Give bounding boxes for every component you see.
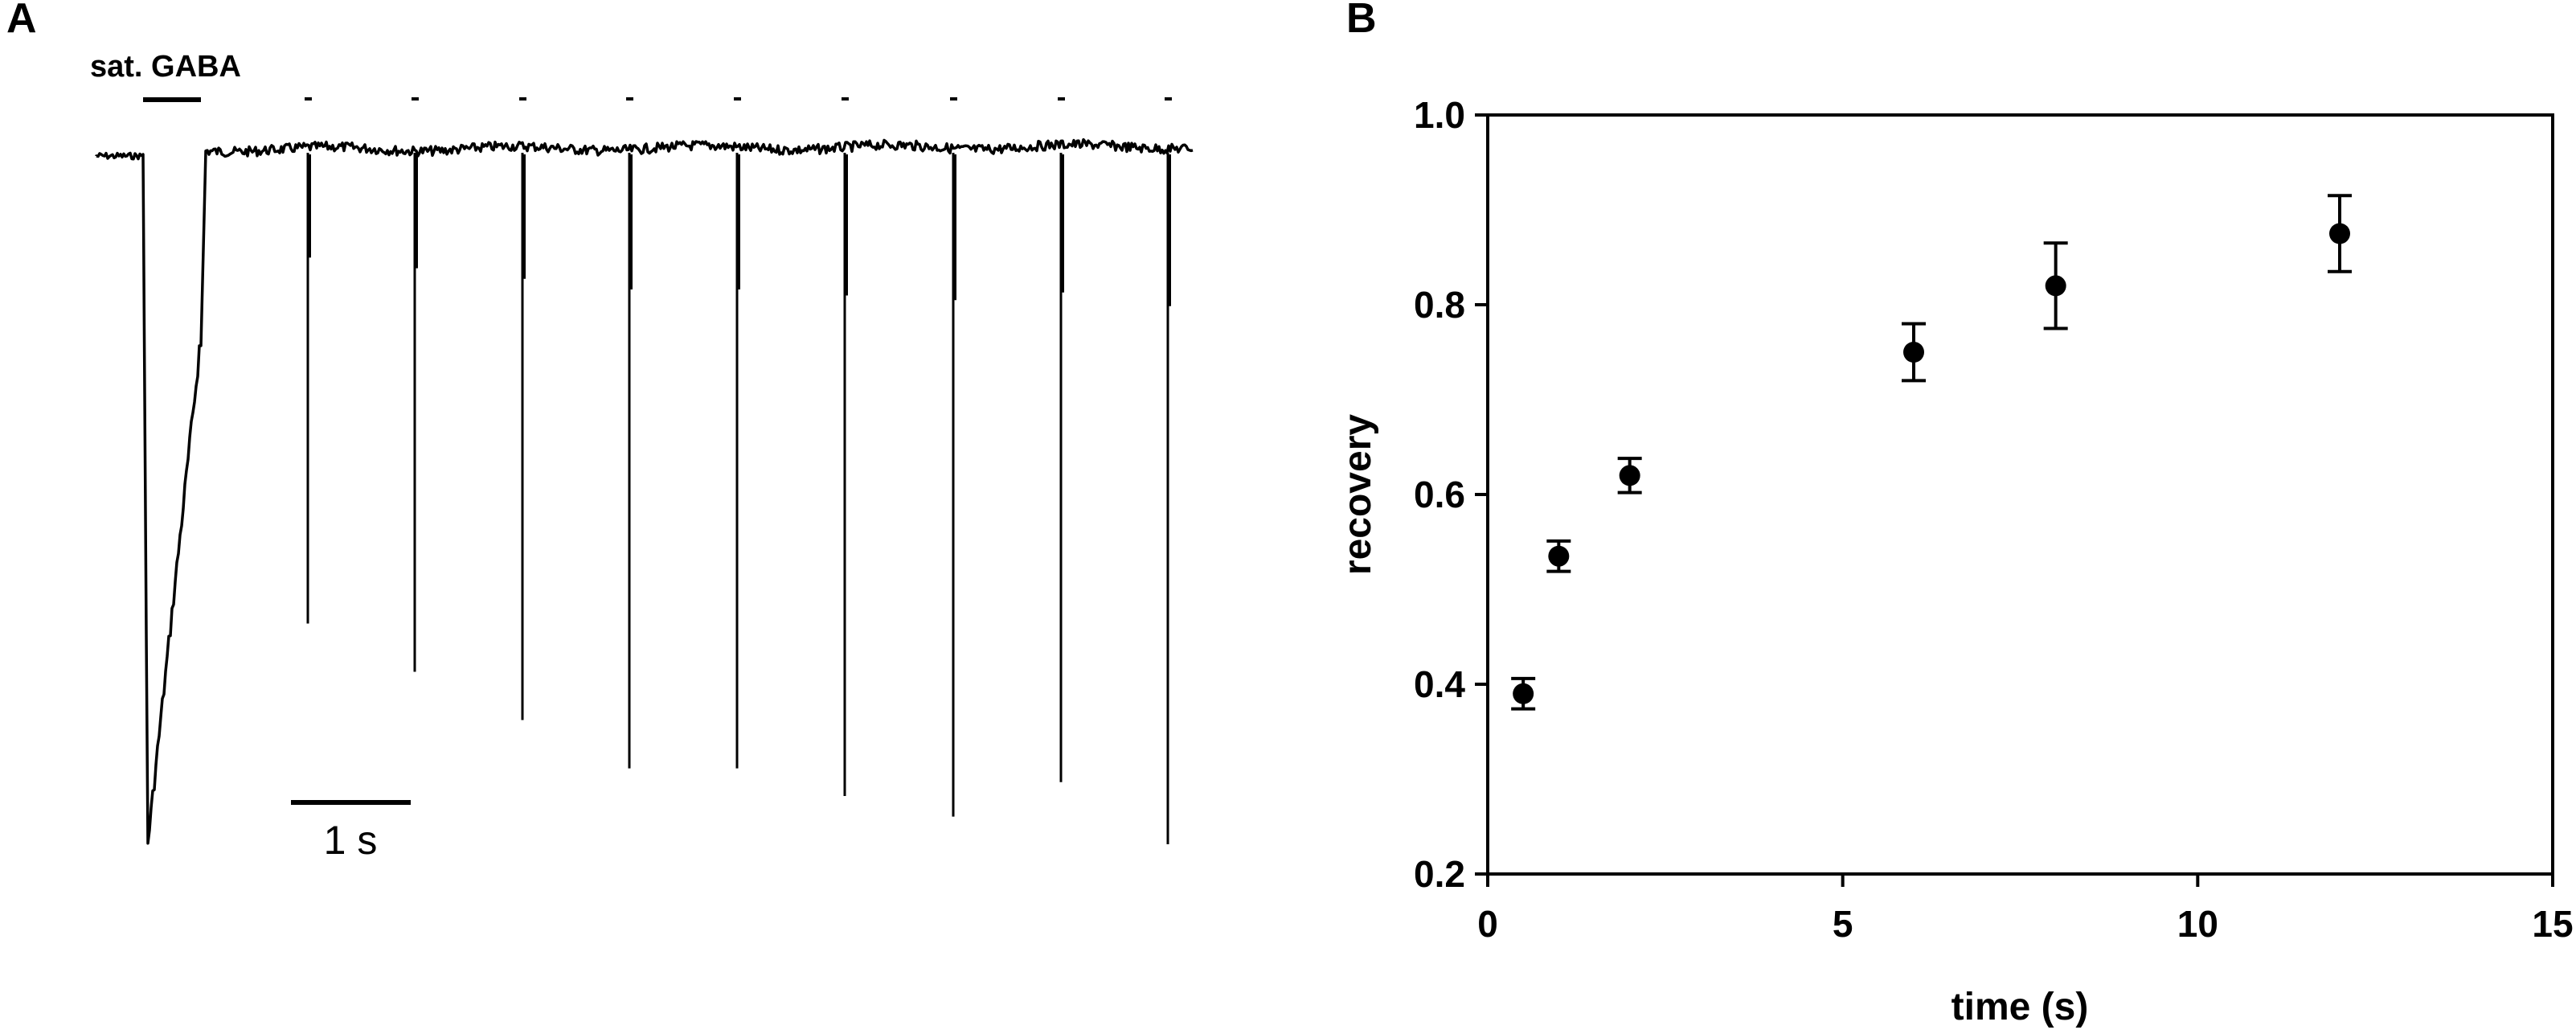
x-tick-label: 0 (1477, 903, 1498, 945)
panel-b-letter: B (1346, 0, 1377, 42)
scale-bar-label: 1 s (324, 818, 378, 863)
data-point (2328, 194, 2352, 273)
data-point (1902, 322, 1926, 383)
y-tick-label: 0.2 (1414, 853, 1465, 895)
data-series (1511, 194, 2352, 711)
y-tick-label: 1.0 (1414, 94, 1465, 136)
x-tick-label: 15 (2532, 903, 2573, 945)
y-tick-label: 0.4 (1414, 663, 1465, 705)
x-tick-label: 5 (1833, 903, 1853, 945)
data-point (2043, 241, 2068, 330)
x-tick-label: 10 (2177, 903, 2218, 945)
plot-frame (1486, 113, 2554, 876)
stimulus-label: sat. GABA (90, 50, 241, 84)
x-axis-title: time (s) (1951, 986, 2089, 1028)
data-marker (1619, 465, 1640, 486)
y-tick-label: 0.8 (1414, 284, 1465, 326)
data-point (1617, 457, 1642, 494)
panel-b: B 0 5 10 15 0.2 0.4 0.6 0.8 1.0 time (s) recove… (1337, 0, 2574, 1028)
y-axis: 0.2 0.4 0.6 0.8 1.0 (1414, 94, 1488, 895)
trace-peaks (306, 153, 1171, 844)
data-point (1511, 676, 1536, 711)
y-axis-title: recovery (1337, 414, 1379, 575)
data-marker (1513, 683, 1534, 704)
data-marker (1548, 545, 1570, 567)
current-trace (95, 137, 1194, 845)
data-marker (2045, 275, 2066, 297)
data-marker (2329, 223, 2350, 244)
panel-a-letter: A (6, 0, 37, 42)
y-tick-label: 0.6 (1414, 474, 1465, 515)
data-point (1546, 539, 1571, 573)
data-marker (1903, 342, 1924, 363)
x-axis: 0 5 10 15 (1477, 874, 2574, 945)
stimulus-markers (143, 97, 1172, 102)
panel-a: A sat. GABA 1 s (6, 0, 1194, 863)
